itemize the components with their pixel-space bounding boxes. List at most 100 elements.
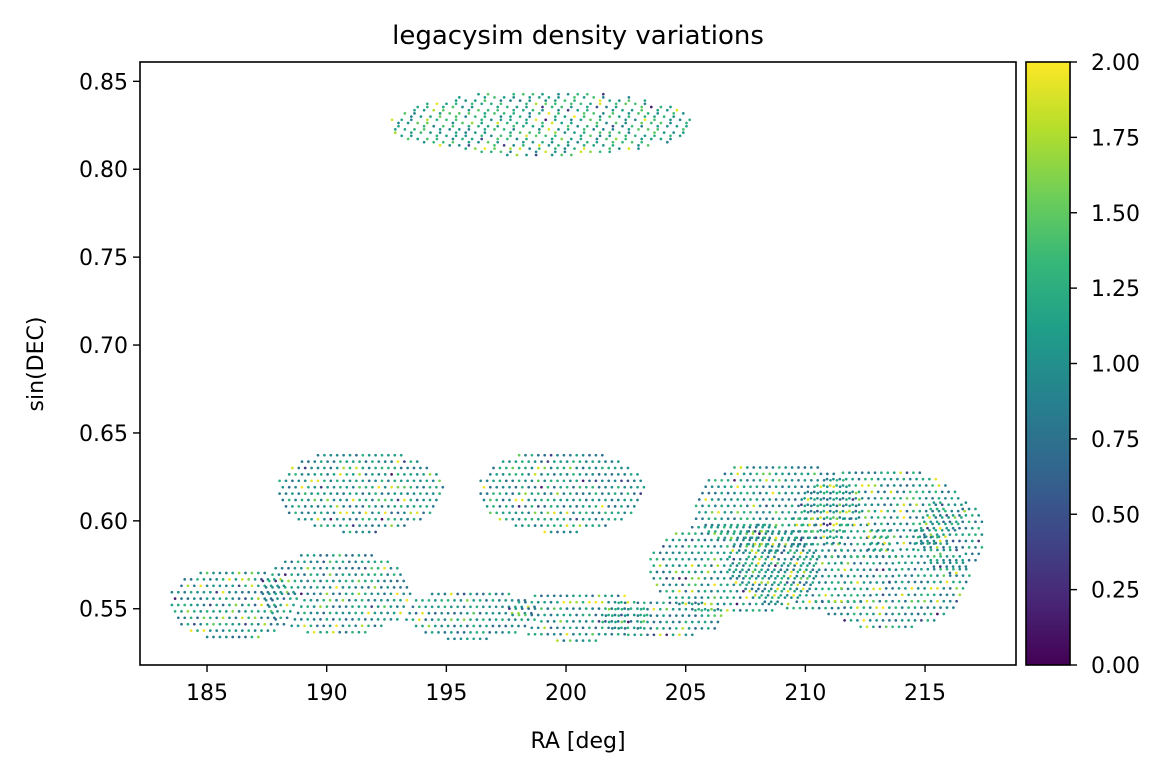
scatter-point xyxy=(932,501,936,504)
scatter-point xyxy=(749,498,752,501)
scatter-point xyxy=(296,624,300,628)
scatter-point xyxy=(300,485,304,489)
scatter-point xyxy=(771,466,775,469)
scatter-point xyxy=(805,542,808,546)
scatter-point xyxy=(231,610,235,613)
scatter-point xyxy=(816,491,820,495)
scatter-point xyxy=(736,472,740,476)
scatter-point xyxy=(958,555,962,558)
scatter-point xyxy=(218,622,222,626)
scatter-point xyxy=(891,561,895,565)
scatter-point xyxy=(829,517,832,521)
scatter-point xyxy=(342,505,345,508)
scatter-point xyxy=(765,466,768,469)
scatter-point xyxy=(611,108,615,112)
scatter-point xyxy=(835,535,838,539)
scatter-point xyxy=(742,538,745,542)
scatter-point xyxy=(608,134,612,138)
scatter-point xyxy=(948,520,952,524)
scatter-point xyxy=(512,96,516,99)
scatter-point xyxy=(541,140,544,144)
scatter-point xyxy=(524,479,527,483)
scatter-point xyxy=(534,102,538,106)
scatter-point xyxy=(803,466,807,469)
scatter-point xyxy=(457,112,461,115)
scatter-point xyxy=(403,498,406,502)
scatter-point xyxy=(390,485,393,489)
scatter-point xyxy=(549,453,553,457)
scatter-point xyxy=(891,612,894,616)
scatter-point xyxy=(560,137,564,141)
scatter-point xyxy=(293,566,297,570)
scatter-point xyxy=(703,589,707,593)
scatter-point xyxy=(768,536,772,540)
scatter-point xyxy=(640,124,644,128)
scatter-point xyxy=(624,118,628,122)
scatter-point xyxy=(469,631,472,634)
scatter-point xyxy=(929,507,933,511)
scatter-point xyxy=(528,112,532,115)
scatter-point xyxy=(785,581,789,584)
scatter-point xyxy=(886,471,890,475)
scatter-point xyxy=(840,587,843,590)
scatter-point xyxy=(536,613,540,617)
scatter-point xyxy=(758,609,761,612)
scatter-point xyxy=(430,631,434,634)
scatter-point xyxy=(367,453,371,457)
scatter-point xyxy=(948,558,952,562)
scatter-point xyxy=(354,573,358,576)
scatter-point xyxy=(588,639,591,642)
scatter-point xyxy=(518,131,522,134)
scatter-point xyxy=(883,516,886,519)
scatter-point xyxy=(521,144,525,147)
scatter-point xyxy=(576,108,580,112)
scatter-point xyxy=(916,561,920,565)
scatter-point xyxy=(726,609,729,612)
scatter-point xyxy=(751,532,755,535)
scatter-point xyxy=(310,505,313,508)
scatter-point xyxy=(913,542,917,545)
scatter-point xyxy=(374,505,377,508)
scatter-point xyxy=(514,473,518,476)
scatter-point xyxy=(722,589,726,593)
scatter-point xyxy=(801,561,805,565)
scatter-point xyxy=(589,118,592,122)
scatter-point xyxy=(939,567,942,571)
scatter-point xyxy=(393,505,397,508)
scatter-point xyxy=(915,490,918,494)
scatter-point xyxy=(812,551,816,555)
scatter-point xyxy=(880,535,883,539)
scatter-point xyxy=(763,536,767,540)
scatter-point xyxy=(785,606,789,610)
scatter-point xyxy=(221,616,225,620)
scatter-point xyxy=(578,524,582,527)
scatter-point xyxy=(958,593,962,597)
scatter-point xyxy=(665,607,669,611)
scatter-point xyxy=(770,557,774,561)
scatter-point xyxy=(790,532,793,535)
scatter-point xyxy=(784,491,788,495)
scatter-point xyxy=(907,593,910,597)
scatter-point xyxy=(546,460,550,463)
scatter-point xyxy=(212,635,215,639)
scatter-point xyxy=(237,597,241,600)
scatter-point xyxy=(610,485,614,489)
scatter-point xyxy=(671,564,675,567)
scatter-point xyxy=(750,561,754,565)
scatter-point xyxy=(335,611,338,615)
scatter-point xyxy=(540,460,543,463)
scatter-point xyxy=(492,492,495,495)
scatter-point xyxy=(781,498,784,501)
scatter-point xyxy=(371,498,374,502)
scatter-point xyxy=(816,466,820,469)
scatter-point xyxy=(475,631,479,634)
scatter-point xyxy=(199,597,203,600)
scatter-point xyxy=(809,570,812,574)
scatter-point xyxy=(556,639,559,642)
scatter-point xyxy=(274,579,278,583)
scatter-point xyxy=(902,516,906,519)
scatter-point xyxy=(760,581,763,584)
scatter-point xyxy=(841,471,845,475)
y-tick-label: 0.70 xyxy=(79,334,128,359)
scatter-point xyxy=(929,599,933,603)
